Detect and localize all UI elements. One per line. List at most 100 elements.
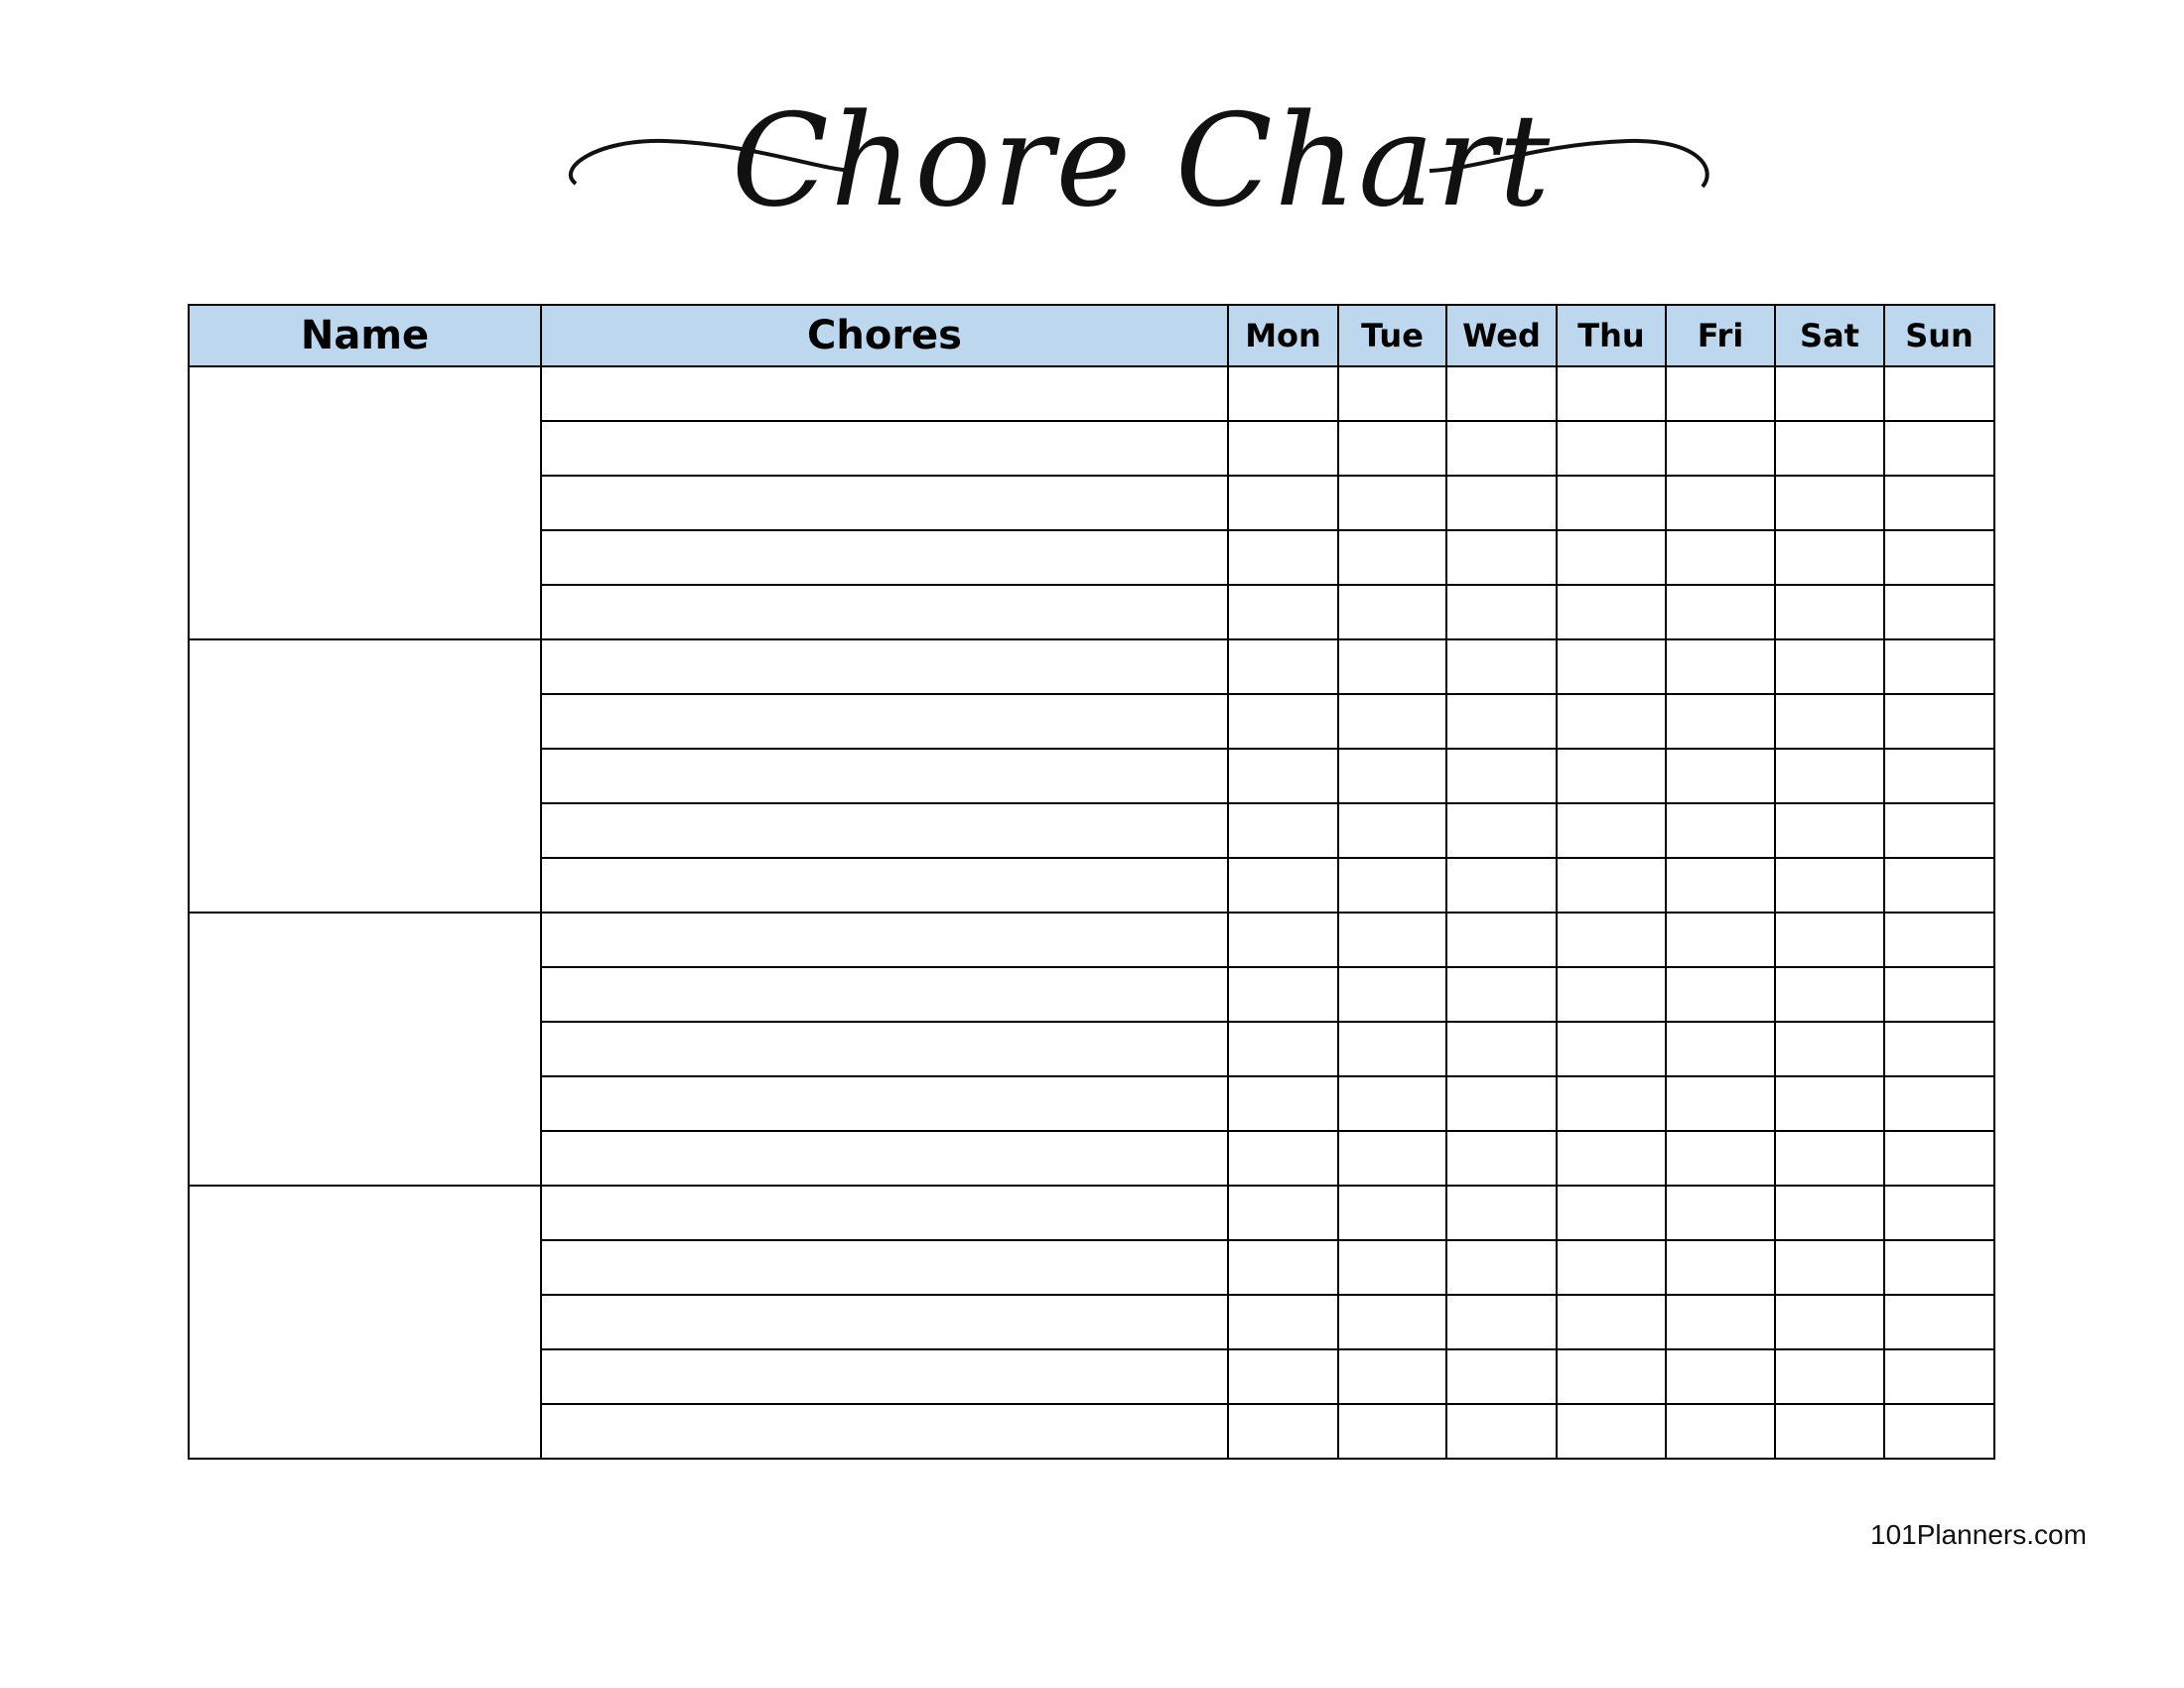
- day-check-cell-wed[interactable]: [1445, 1348, 1558, 1405]
- name-cell[interactable]: [188, 638, 542, 914]
- chore-cell[interactable]: [540, 1021, 1229, 1077]
- day-check-cell-fri[interactable]: [1665, 748, 1776, 804]
- day-check-cell-sat[interactable]: [1774, 912, 1885, 968]
- day-check-cell-mon[interactable]: [1227, 966, 1339, 1023]
- chore-cell[interactable]: [540, 1294, 1229, 1350]
- day-check-cell-mon[interactable]: [1227, 1294, 1339, 1350]
- day-check-cell-wed[interactable]: [1445, 1294, 1558, 1350]
- chore-cell[interactable]: [540, 365, 1229, 422]
- day-check-cell-sun[interactable]: [1883, 1130, 1995, 1187]
- day-check-cell-sun[interactable]: [1883, 475, 1995, 531]
- day-check-cell-sat[interactable]: [1774, 1021, 1885, 1077]
- day-check-cell-sun[interactable]: [1883, 802, 1995, 859]
- chore-cell[interactable]: [540, 748, 1229, 804]
- chore-cell[interactable]: [540, 475, 1229, 531]
- day-check-cell-sat[interactable]: [1774, 1348, 1885, 1405]
- day-check-cell-thu[interactable]: [1556, 1185, 1667, 1241]
- day-check-cell-fri[interactable]: [1665, 365, 1776, 422]
- name-cell[interactable]: [188, 912, 542, 1187]
- chore-cell[interactable]: [540, 1185, 1229, 1241]
- name-cell[interactable]: [188, 1185, 542, 1460]
- day-check-cell-wed[interactable]: [1445, 802, 1558, 859]
- day-check-cell-thu[interactable]: [1556, 584, 1667, 640]
- day-check-cell-sun[interactable]: [1883, 1021, 1995, 1077]
- day-check-cell-mon[interactable]: [1227, 420, 1339, 477]
- day-check-cell-fri[interactable]: [1665, 475, 1776, 531]
- day-check-cell-wed[interactable]: [1445, 475, 1558, 531]
- chore-cell[interactable]: [540, 912, 1229, 968]
- day-check-cell-wed[interactable]: [1445, 1021, 1558, 1077]
- chore-cell[interactable]: [540, 693, 1229, 750]
- day-check-cell-mon[interactable]: [1227, 1021, 1339, 1077]
- chore-cell[interactable]: [540, 1403, 1229, 1460]
- day-check-cell-tue[interactable]: [1337, 365, 1447, 422]
- day-check-cell-thu[interactable]: [1556, 802, 1667, 859]
- day-check-cell-mon[interactable]: [1227, 1185, 1339, 1241]
- day-check-cell-tue[interactable]: [1337, 1075, 1447, 1132]
- day-check-cell-fri[interactable]: [1665, 1403, 1776, 1460]
- day-check-cell-tue[interactable]: [1337, 1294, 1447, 1350]
- day-check-cell-tue[interactable]: [1337, 857, 1447, 914]
- day-check-cell-fri[interactable]: [1665, 1239, 1776, 1296]
- day-check-cell-sun[interactable]: [1883, 693, 1995, 750]
- day-check-cell-mon[interactable]: [1227, 802, 1339, 859]
- day-check-cell-fri[interactable]: [1665, 912, 1776, 968]
- day-check-cell-thu[interactable]: [1556, 529, 1667, 586]
- day-check-cell-fri[interactable]: [1665, 1185, 1776, 1241]
- day-check-cell-mon[interactable]: [1227, 1348, 1339, 1405]
- day-check-cell-thu[interactable]: [1556, 693, 1667, 750]
- day-check-cell-mon[interactable]: [1227, 1075, 1339, 1132]
- day-check-cell-mon[interactable]: [1227, 475, 1339, 531]
- day-check-cell-wed[interactable]: [1445, 1403, 1558, 1460]
- day-check-cell-sun[interactable]: [1883, 912, 1995, 968]
- day-check-cell-sun[interactable]: [1883, 1403, 1995, 1460]
- day-check-cell-sat[interactable]: [1774, 1075, 1885, 1132]
- day-check-cell-mon[interactable]: [1227, 693, 1339, 750]
- day-check-cell-fri[interactable]: [1665, 1130, 1776, 1187]
- day-check-cell-wed[interactable]: [1445, 912, 1558, 968]
- day-check-cell-sat[interactable]: [1774, 1403, 1885, 1460]
- day-check-cell-tue[interactable]: [1337, 638, 1447, 695]
- day-check-cell-wed[interactable]: [1445, 365, 1558, 422]
- day-check-cell-fri[interactable]: [1665, 693, 1776, 750]
- day-check-cell-tue[interactable]: [1337, 912, 1447, 968]
- day-check-cell-sun[interactable]: [1883, 1294, 1995, 1350]
- day-check-cell-sat[interactable]: [1774, 365, 1885, 422]
- day-check-cell-sun[interactable]: [1883, 748, 1995, 804]
- day-check-cell-tue[interactable]: [1337, 420, 1447, 477]
- day-check-cell-thu[interactable]: [1556, 1075, 1667, 1132]
- day-check-cell-tue[interactable]: [1337, 1239, 1447, 1296]
- chore-cell[interactable]: [540, 1130, 1229, 1187]
- day-check-cell-tue[interactable]: [1337, 693, 1447, 750]
- day-check-cell-wed[interactable]: [1445, 1075, 1558, 1132]
- chore-cell[interactable]: [540, 584, 1229, 640]
- day-check-cell-thu[interactable]: [1556, 1239, 1667, 1296]
- day-check-cell-sat[interactable]: [1774, 584, 1885, 640]
- day-check-cell-mon[interactable]: [1227, 1130, 1339, 1187]
- day-check-cell-sat[interactable]: [1774, 475, 1885, 531]
- day-check-cell-tue[interactable]: [1337, 802, 1447, 859]
- day-check-cell-thu[interactable]: [1556, 365, 1667, 422]
- chore-cell[interactable]: [540, 1239, 1229, 1296]
- day-check-cell-wed[interactable]: [1445, 1239, 1558, 1296]
- chore-cell[interactable]: [540, 529, 1229, 586]
- day-check-cell-sat[interactable]: [1774, 857, 1885, 914]
- day-check-cell-wed[interactable]: [1445, 693, 1558, 750]
- day-check-cell-wed[interactable]: [1445, 420, 1558, 477]
- day-check-cell-fri[interactable]: [1665, 584, 1776, 640]
- day-check-cell-sat[interactable]: [1774, 420, 1885, 477]
- day-check-cell-mon[interactable]: [1227, 857, 1339, 914]
- day-check-cell-wed[interactable]: [1445, 584, 1558, 640]
- day-check-cell-sun[interactable]: [1883, 1075, 1995, 1132]
- chore-cell[interactable]: [540, 638, 1229, 695]
- day-check-cell-fri[interactable]: [1665, 529, 1776, 586]
- day-check-cell-fri[interactable]: [1665, 420, 1776, 477]
- day-check-cell-wed[interactable]: [1445, 857, 1558, 914]
- day-check-cell-thu[interactable]: [1556, 1130, 1667, 1187]
- day-check-cell-wed[interactable]: [1445, 1185, 1558, 1241]
- day-check-cell-thu[interactable]: [1556, 966, 1667, 1023]
- day-check-cell-fri[interactable]: [1665, 1294, 1776, 1350]
- day-check-cell-sat[interactable]: [1774, 1294, 1885, 1350]
- day-check-cell-mon[interactable]: [1227, 748, 1339, 804]
- day-check-cell-fri[interactable]: [1665, 1348, 1776, 1405]
